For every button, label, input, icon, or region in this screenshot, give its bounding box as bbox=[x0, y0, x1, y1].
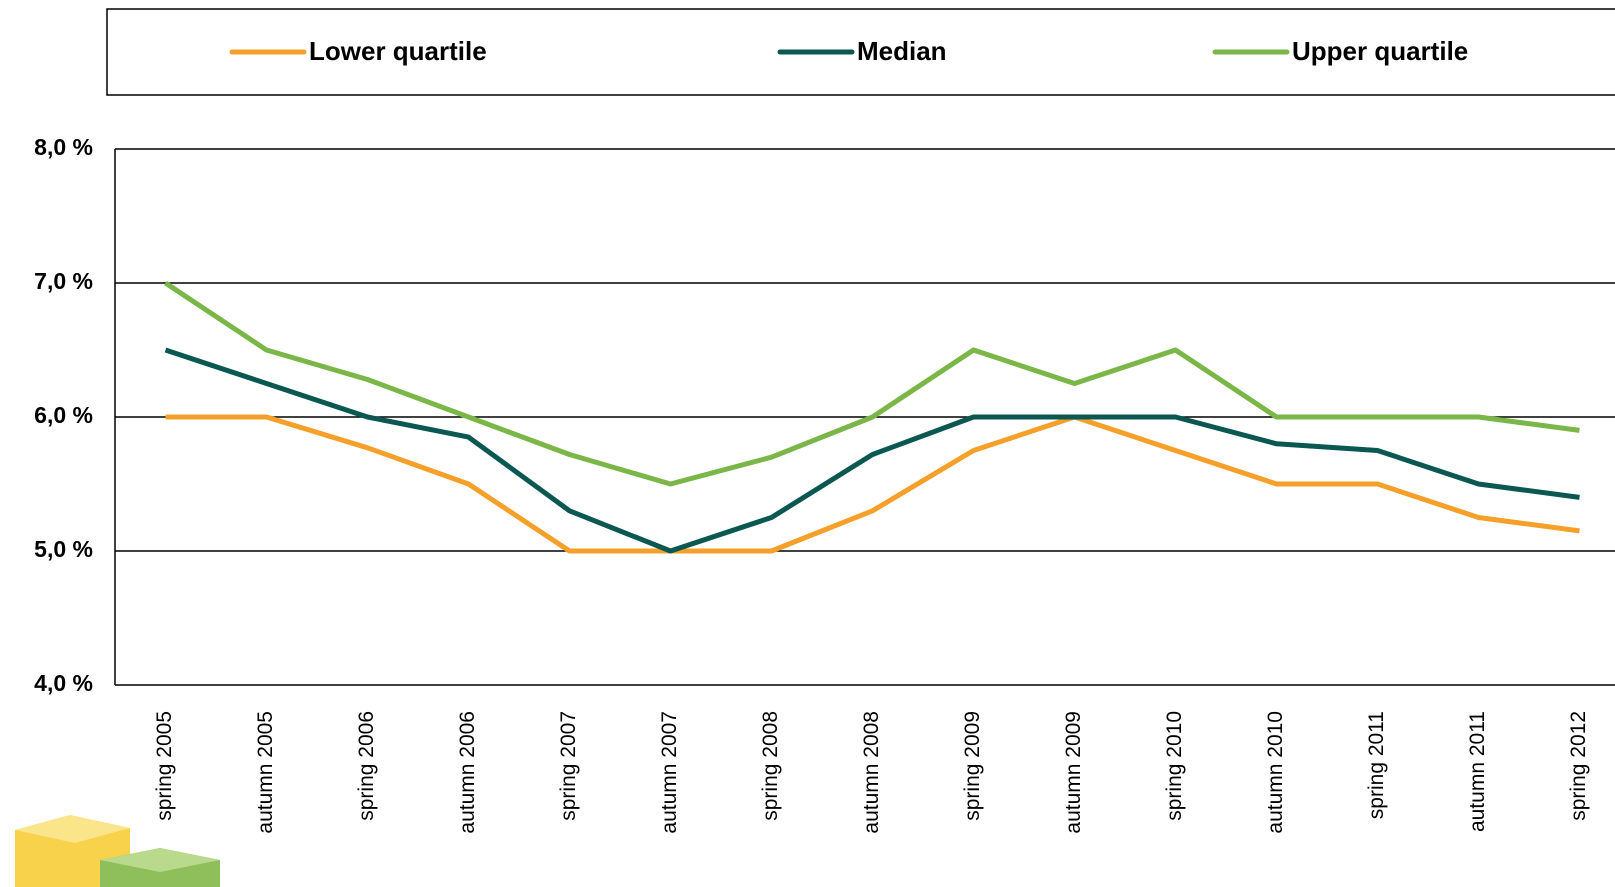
y-tick-label: 6,0 % bbox=[34, 402, 93, 428]
x-tick-label: autumn 2005 bbox=[254, 711, 277, 834]
x-tick-label: spring 2005 bbox=[153, 711, 176, 821]
legend-label: Lower quartile bbox=[309, 36, 487, 66]
x-tick-label: spring 2010 bbox=[1163, 711, 1186, 821]
legend: Lower quartile Median Upper quartile bbox=[229, 36, 1468, 66]
y-tick-label: 7,0 % bbox=[34, 268, 93, 294]
x-tick-label: autumn 2007 bbox=[658, 711, 681, 834]
x-tick-label: spring 2009 bbox=[961, 711, 984, 821]
series-line bbox=[164, 280, 1580, 487]
y-tick-label: 4,0 % bbox=[34, 670, 93, 696]
plot-area bbox=[114, 148, 1615, 686]
x-tick-label: autumn 2008 bbox=[860, 711, 883, 834]
series-line bbox=[164, 347, 1580, 554]
x-tick-label: spring 2011 bbox=[1365, 711, 1388, 819]
y-tick-label: 5,0 % bbox=[34, 536, 93, 562]
x-tick-label: spring 2008 bbox=[759, 711, 782, 821]
y-tick-label: 8,0 % bbox=[34, 134, 93, 160]
series-line bbox=[165, 414, 1580, 554]
x-tick-label: spring 2007 bbox=[557, 711, 580, 821]
x-tick-label: autumn 2009 bbox=[1062, 711, 1085, 834]
x-tick-label: autumn 2006 bbox=[456, 711, 479, 834]
legend-box bbox=[106, 8, 1615, 96]
x-tick-label: autumn 2010 bbox=[1264, 711, 1287, 834]
legend-label: Median bbox=[857, 36, 947, 66]
x-tick-label: autumn 2011 bbox=[1466, 711, 1489, 832]
x-tick-label: spring 2006 bbox=[355, 711, 378, 821]
legend-label: Upper quartile bbox=[1292, 36, 1468, 66]
x-tick-label: spring 2012 bbox=[1567, 711, 1590, 821]
logo bbox=[15, 815, 220, 887]
